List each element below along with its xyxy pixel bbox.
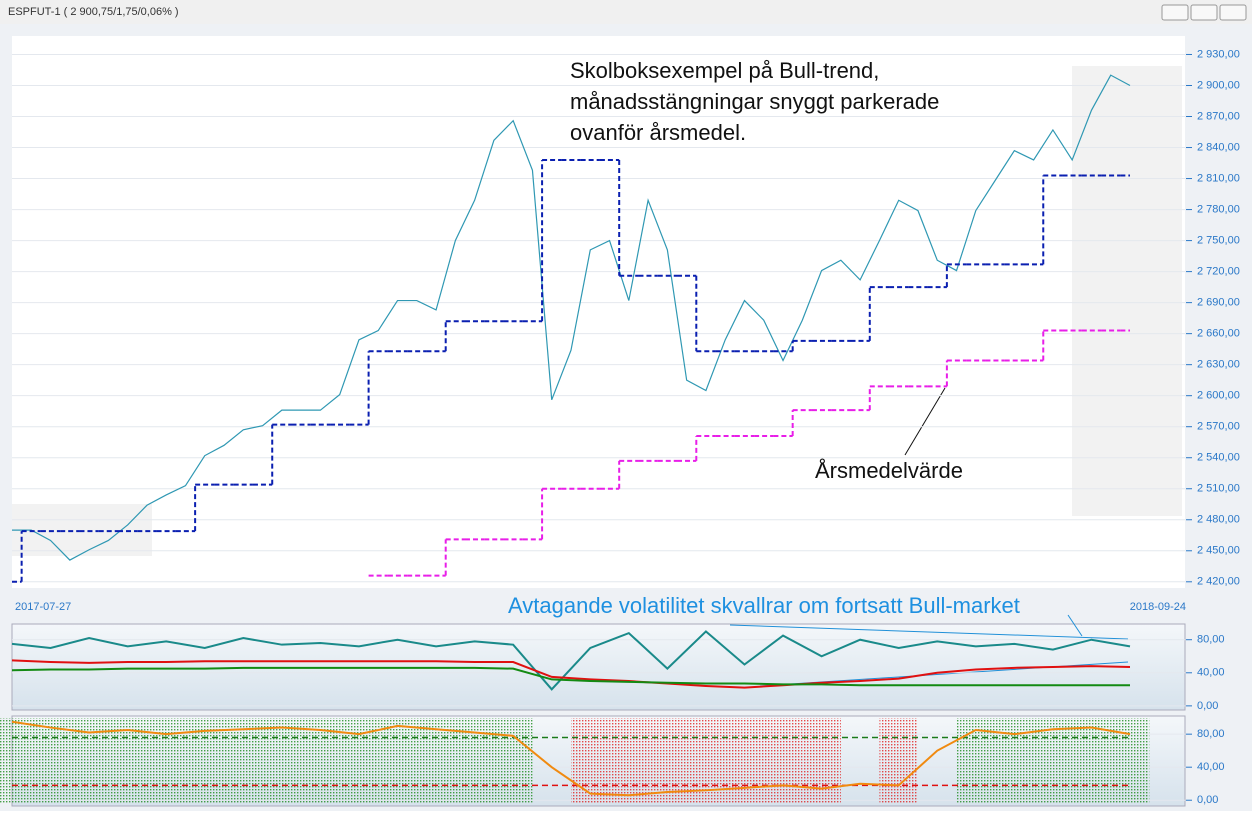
series-line [11,666,1130,687]
y-tick-label: 2 480,00 [1197,514,1240,526]
annotation-pointer [1067,614,1083,637]
annotation-pointer [904,387,946,456]
zone-shade [571,718,610,804]
annotation: månadsstängningar snyggt parkerade [570,89,939,114]
y-tick-label: 80,00 [1197,634,1225,646]
y-tick-label: 2 570,00 [1197,421,1240,433]
zone-shade [224,718,263,804]
y-tick-label: 2 420,00 [1197,576,1240,588]
zone-shade [648,718,687,804]
zone-shade [146,718,186,804]
main-plot [12,36,1185,588]
zone-shade [1033,718,1073,804]
y-tick-label: 80,00 [1197,728,1225,740]
zone-shade [1072,718,1111,804]
zone-shade [262,718,302,804]
series-line [11,720,1131,797]
y-tick-label: 2 870,00 [1197,110,1240,122]
annotation: Avtagande volatilitet skvallrar om forts… [508,593,1020,618]
y-tick-label: 2 900,00 [1197,79,1240,91]
y-tick-label: 2 720,00 [1197,266,1240,278]
y-tick-label: 2 660,00 [1197,328,1240,340]
series-line [11,630,1131,691]
annotation: Årsmedelvärde [815,458,963,483]
y-tick-label: 2 930,00 [1197,48,1240,60]
zone-shade [0,718,32,804]
zone-shade [763,718,803,804]
trend-line [729,624,1129,640]
y-tick-label: 2 450,00 [1197,545,1240,557]
y-tick-label: 2 510,00 [1197,483,1240,495]
zone-shade [995,718,1034,804]
series-line [11,659,1131,689]
zone-shade [802,718,841,804]
y-tick-label: 2 750,00 [1197,234,1240,246]
series-line [12,74,1131,561]
y-tick-label: 2 810,00 [1197,172,1240,184]
volatility-panel [11,623,1186,711]
title-bar [0,0,1252,24]
y-tick-label: 0,00 [1197,700,1218,712]
zone-shade [416,718,456,804]
step-connector [20,159,1045,582]
y-tick-label: 2 630,00 [1197,359,1240,371]
x-tick-label: 2017-07-27 [15,601,71,613]
y-tick-label: 2 840,00 [1197,141,1240,153]
window-buttons[interactable] [1161,4,1247,21]
close-button[interactable] [1219,4,1247,21]
annotation: Skolboksexempel på Bull-trend, [570,58,879,83]
x-tick-label: 2018-09-24 [1130,601,1186,613]
y-tick-label: 40,00 [1197,667,1225,679]
y-tick-label: 40,00 [1197,761,1225,773]
zone-shade [493,718,533,804]
zone-shade [378,718,417,804]
y-tick-label: 2 540,00 [1197,452,1240,464]
y-tick-label: 2 780,00 [1197,203,1240,215]
range-box [12,504,152,556]
window-title: ESPFUT-1 ( 2 900,75/1,75/0,06% ) [8,6,179,18]
zone-shade [31,718,70,804]
y-tick-label: 2 600,00 [1197,390,1240,402]
annotation: ovanför årsmedel. [570,120,746,145]
zone-shade [609,718,649,804]
zone-shade [725,718,764,804]
minimize-button[interactable] [1161,4,1189,21]
zone-shade [879,718,918,804]
maximize-button[interactable] [1190,4,1218,21]
y-tick-label: 2 690,00 [1197,297,1240,309]
step-connector [444,330,1045,576]
profile-area [1072,66,1182,516]
y-tick-label: 0,00 [1197,794,1218,806]
